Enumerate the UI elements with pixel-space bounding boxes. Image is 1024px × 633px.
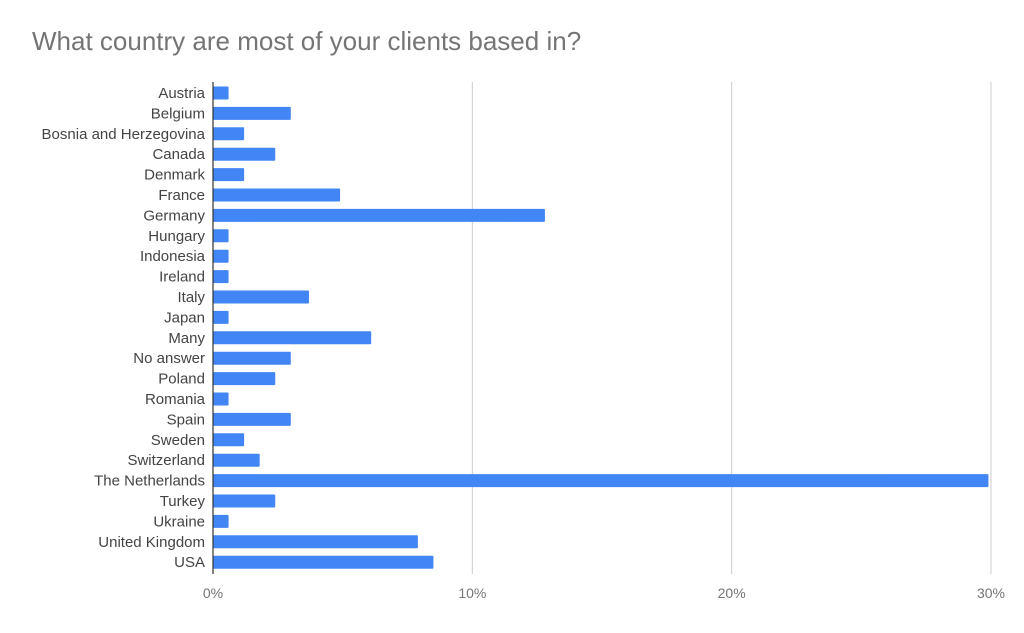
bar <box>213 494 276 508</box>
category-label: The Netherlands <box>94 473 205 490</box>
category-label: Austria <box>158 85 205 102</box>
category-label: Spain <box>167 411 205 428</box>
category-label: United Kingdom <box>98 534 205 551</box>
category-label: Ukraine <box>153 513 205 530</box>
bar <box>213 514 229 528</box>
bar <box>213 86 229 100</box>
category-label: Canada <box>152 146 205 163</box>
category-label: Romania <box>145 391 206 408</box>
bar <box>213 310 229 324</box>
category-label: USA <box>174 554 205 571</box>
x-tick-label: 10% <box>458 585 486 601</box>
bar <box>213 535 418 549</box>
bar <box>213 208 545 222</box>
category-label: Denmark <box>144 167 205 184</box>
bar <box>213 290 309 304</box>
chart-title: What country are most of your clients ba… <box>32 26 582 56</box>
bar <box>213 270 229 284</box>
bar <box>213 474 989 488</box>
bar <box>213 372 276 386</box>
category-label: France <box>158 187 205 204</box>
bar <box>213 555 434 569</box>
bar <box>213 433 245 447</box>
category-label: Hungary <box>148 228 205 245</box>
category-label: Ireland <box>159 269 205 286</box>
category-label: Turkey <box>160 493 206 510</box>
bar <box>213 392 229 406</box>
bar <box>213 249 229 263</box>
category-label: No answer <box>133 350 205 367</box>
category-label: Italy <box>177 289 205 306</box>
category-label: Indonesia <box>140 248 206 265</box>
bar <box>213 331 372 345</box>
category-label: Sweden <box>151 432 205 449</box>
x-tick-label: 20% <box>718 585 746 601</box>
bar <box>213 106 291 120</box>
bar <box>213 229 229 243</box>
category-label: Japan <box>164 309 205 326</box>
x-tick-label: 30% <box>977 585 1005 601</box>
category-label: Belgium <box>151 105 205 122</box>
bar <box>213 453 260 467</box>
bar <box>213 188 341 202</box>
category-label: Many <box>168 330 205 347</box>
bar <box>213 351 291 365</box>
bar <box>213 147 276 161</box>
bar <box>213 127 245 141</box>
x-tick-label: 0% <box>203 585 223 601</box>
category-label: Switzerland <box>127 452 205 469</box>
bar <box>213 168 245 182</box>
category-label: Germany <box>143 207 205 224</box>
category-label: Poland <box>158 371 205 388</box>
category-label: Bosnia and Herzegovina <box>42 126 206 143</box>
bar <box>213 412 291 426</box>
